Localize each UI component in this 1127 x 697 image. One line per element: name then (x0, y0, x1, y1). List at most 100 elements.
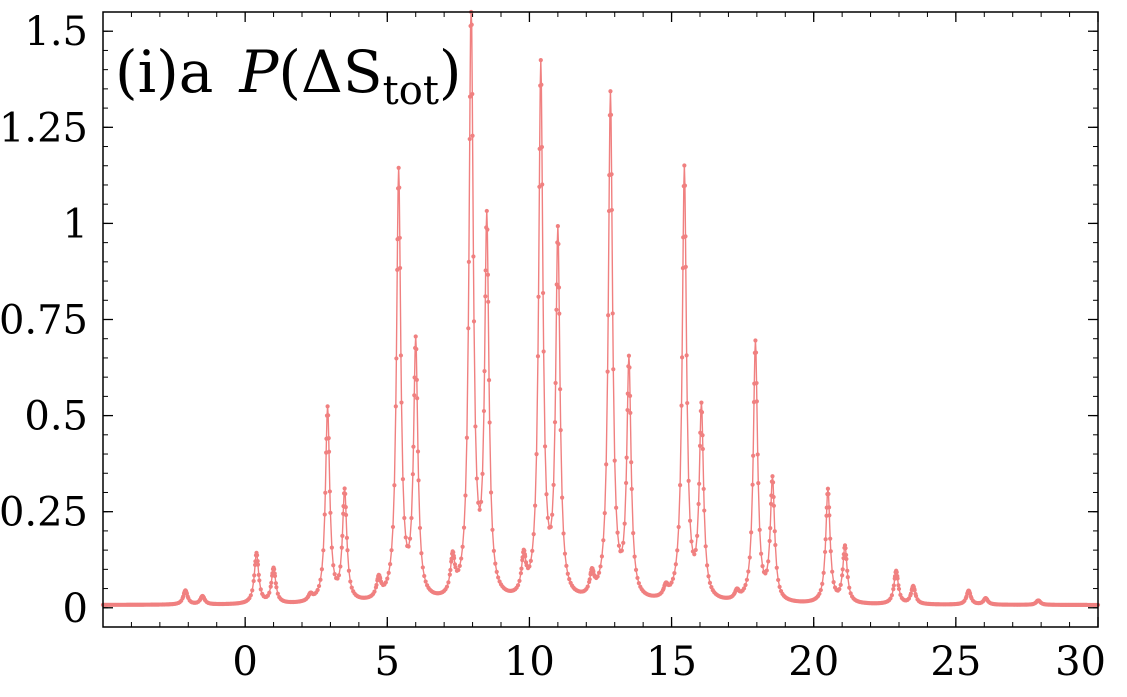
data-point (463, 493, 468, 498)
data-point (635, 575, 640, 581)
data-point (673, 562, 678, 567)
data-point (316, 583, 322, 589)
data-point (556, 285, 562, 290)
data-point (675, 548, 680, 553)
data-point (397, 185, 402, 190)
data-point (751, 453, 756, 458)
data-point (771, 503, 777, 508)
data-point (390, 524, 396, 530)
data-point (447, 572, 452, 577)
data-point (407, 536, 413, 541)
data-point (560, 495, 565, 500)
data-point (621, 540, 626, 545)
data-point (753, 350, 759, 355)
data-point (749, 530, 754, 535)
data-point (689, 539, 694, 544)
data-point (754, 380, 759, 386)
data-point (625, 407, 630, 413)
data-point (321, 548, 326, 553)
data-point (844, 552, 849, 558)
data-point (248, 593, 253, 598)
data-point (669, 580, 674, 585)
data-point (676, 524, 681, 530)
data-point (891, 583, 896, 588)
data-point (610, 311, 615, 316)
data-point (315, 587, 320, 593)
data-point (517, 578, 522, 584)
data-point (483, 268, 488, 273)
data-point (326, 449, 332, 454)
data-point (772, 529, 777, 534)
data-point (374, 582, 379, 588)
data-point (891, 587, 896, 592)
data-point (464, 435, 469, 440)
title-function: P (238, 38, 279, 106)
data-point (825, 486, 831, 491)
data-point (604, 462, 609, 467)
data-point (258, 587, 263, 592)
data-point (444, 584, 450, 589)
data-point (389, 548, 394, 553)
x-tick-label: 30 (1055, 639, 1106, 685)
data-point (451, 550, 456, 555)
data-point (535, 354, 541, 359)
data-point (683, 264, 688, 270)
data-point (744, 577, 750, 582)
data-point (755, 452, 760, 457)
data-point (256, 572, 261, 578)
data-point (908, 591, 914, 596)
data-point (558, 427, 563, 433)
data-point (759, 551, 764, 556)
data-point (419, 551, 424, 556)
data-point (628, 410, 633, 416)
series-markers (100, 9, 1101, 608)
data-point (611, 367, 616, 372)
data-point (822, 549, 828, 555)
data-point (322, 512, 327, 517)
data-point (550, 512, 555, 517)
data-point (486, 378, 492, 383)
data-point (558, 387, 563, 392)
data-point (490, 527, 495, 532)
data-point (623, 480, 629, 486)
data-point (564, 563, 569, 569)
data-point (896, 583, 901, 588)
data-point (913, 593, 919, 599)
data-point (481, 408, 487, 414)
data-point (912, 588, 917, 593)
data-point (556, 241, 561, 247)
data-point (402, 515, 407, 521)
data-point (268, 584, 273, 589)
data-point (768, 525, 773, 531)
data-point (627, 393, 633, 398)
data-point (349, 585, 354, 590)
data-point (480, 471, 485, 477)
data-point (840, 567, 845, 572)
data-point (466, 259, 471, 264)
data-point (392, 483, 397, 488)
data-point (414, 377, 419, 382)
data-point (627, 365, 632, 370)
data-point (459, 556, 464, 561)
data-point (619, 548, 624, 553)
data-point (750, 482, 755, 487)
data-point (482, 369, 487, 374)
data-point (823, 537, 828, 542)
data-point (770, 480, 776, 485)
data-point (598, 564, 603, 569)
data-point (821, 570, 826, 575)
title-subscript: tot (383, 68, 439, 114)
data-point (457, 563, 462, 569)
y-tick-label: 0 (63, 586, 88, 632)
y-tick-label: 1.25 (0, 105, 88, 151)
data-point (820, 581, 825, 587)
data-point (388, 562, 393, 567)
data-point (828, 549, 833, 554)
data-point (622, 521, 627, 526)
y-tick-label: 0.75 (0, 298, 88, 344)
data-point (554, 307, 559, 312)
y-tick-label: 0.5 (24, 394, 88, 440)
data-point (537, 184, 542, 189)
data-point (541, 349, 546, 354)
data-point (767, 538, 772, 544)
